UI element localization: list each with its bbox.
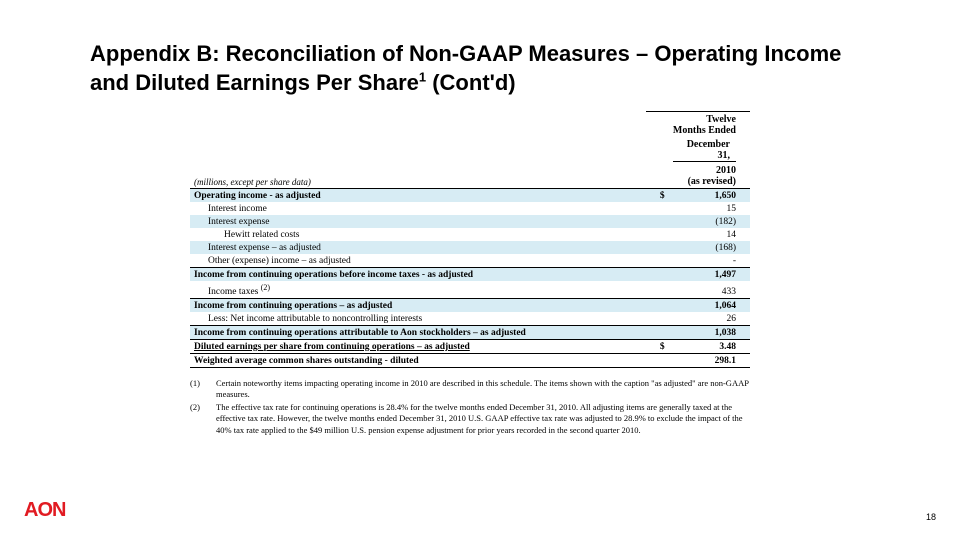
table-row: Income from continuing operations – as a… (190, 299, 750, 313)
table-row: Weighted average common shares outstandi… (190, 354, 750, 368)
aon-logo: AON (24, 499, 65, 522)
footnotes: (1)Certain noteworthy items impacting op… (190, 378, 750, 435)
table-row: Income from continuing operations before… (190, 268, 750, 282)
table-row: Interest expense(182) (190, 215, 750, 228)
table-row: Operating income - as adjusted$1,650 (190, 189, 750, 203)
table-row: Other (expense) income – as adjusted- (190, 254, 750, 268)
table-row: Diluted earnings per share from continui… (190, 340, 750, 354)
units-note: (millions, except per share data) (190, 163, 646, 189)
table-row: Income taxes (2)433 (190, 281, 750, 299)
table-row: Income from continuing operations attrib… (190, 326, 750, 340)
page-title: Appendix B: Reconciliation of Non-GAAP M… (90, 40, 870, 97)
financial-table: Twelve Months Ended December 31, (millio… (190, 111, 750, 435)
table-row: Hewitt related costs14 (190, 228, 750, 241)
table-row: Interest expense – as adjusted(168) (190, 241, 750, 254)
table-row: Less: Net income attributable to noncont… (190, 312, 750, 326)
period-line2: December 31, (673, 139, 736, 162)
table-row: Interest income15 (190, 202, 750, 215)
page-number: 18 (926, 512, 936, 522)
period-year: 2010 (673, 165, 736, 176)
period-line1: Twelve Months Ended (669, 112, 750, 138)
period-revised: (as revised) (673, 176, 736, 187)
